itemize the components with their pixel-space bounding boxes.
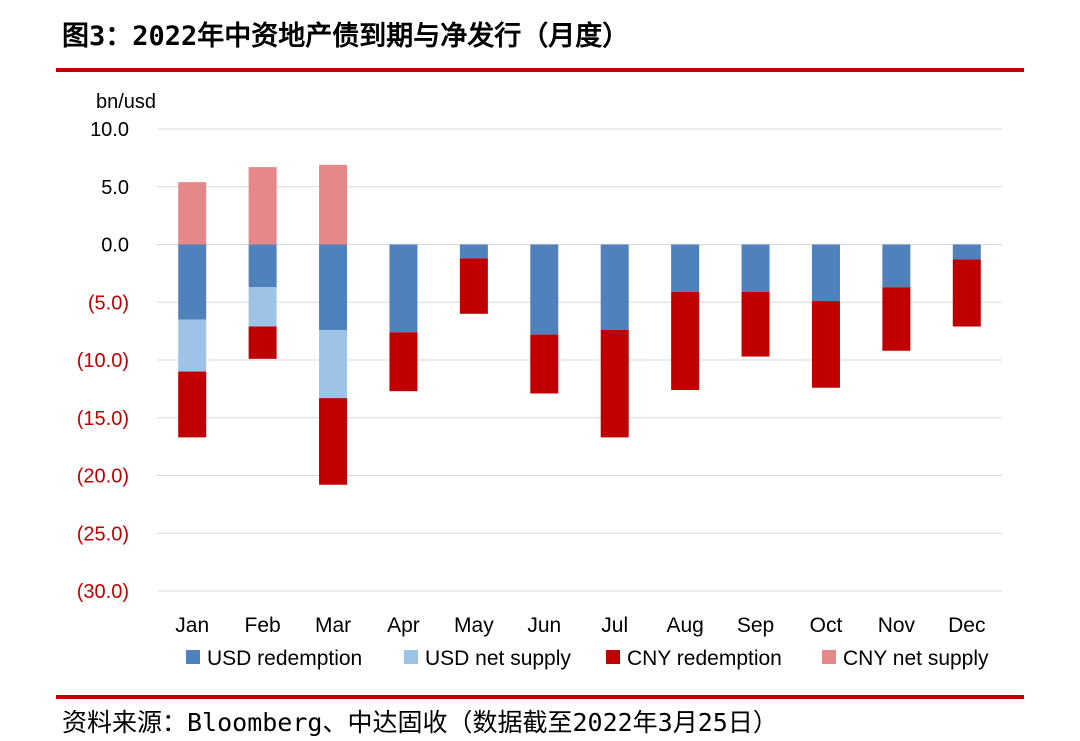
bar-segment	[811, 244, 840, 302]
bar-segment	[248, 287, 277, 327]
legend: USD redemption USD net supply CNY redempti…	[186, 647, 989, 670]
bar-segment	[882, 287, 911, 351]
bar-segment	[178, 244, 207, 320]
y-unit-label: bn/usd	[96, 91, 156, 113]
bar-segment	[882, 244, 911, 288]
bar-segment	[459, 244, 488, 259]
bar-segment	[741, 291, 770, 357]
x-tick-label: Jun	[527, 614, 561, 637]
top-rule	[56, 68, 1024, 72]
x-tick-label: Dec	[948, 614, 985, 637]
y-tick-label: (10.0)	[77, 350, 129, 372]
bar-segment	[811, 301, 840, 388]
x-tick-label: Jan	[175, 614, 209, 637]
legend-swatch	[186, 650, 200, 664]
x-tick-label: Jul	[601, 614, 628, 637]
bar-segment	[600, 329, 629, 438]
x-tick-label: Oct	[810, 614, 843, 637]
x-tick-label: Nov	[878, 614, 916, 637]
legend-label: USD net supply	[425, 647, 571, 670]
bar-segment	[389, 332, 418, 392]
x-tick-label: Sep	[737, 614, 774, 637]
bar-segment	[600, 244, 629, 330]
bar-segment	[248, 167, 277, 245]
legend-swatch	[606, 650, 620, 664]
source-note: 资料来源：Bloomberg、中达固收（数据截至2022年3月25日）	[62, 708, 778, 737]
bar-segment	[671, 291, 700, 391]
bar-segment	[248, 326, 277, 359]
bars	[178, 164, 981, 485]
y-tick-label: (5.0)	[88, 292, 129, 314]
bar-segment	[459, 258, 488, 314]
bottom-rule	[56, 695, 1024, 699]
x-tick-label: Feb	[245, 614, 281, 637]
y-tick-labels: 10.0 5.0 0.0 (5.0) (10.0) (15.0) (20.0) (25.0) (…	[77, 119, 129, 603]
grid-layer	[157, 128, 1002, 592]
bar-segment	[178, 182, 207, 245]
bar-segment	[178, 371, 207, 438]
legend-label: USD redemption	[207, 647, 362, 670]
y-tick-label: (25.0)	[77, 523, 129, 545]
legend-label: CNY net supply	[843, 647, 989, 670]
y-tick-label: (20.0)	[77, 466, 129, 488]
legend-label: CNY redemption	[627, 647, 782, 670]
bar-segment	[530, 334, 559, 394]
y-tick-label: (30.0)	[77, 581, 129, 603]
bar-segment	[248, 244, 277, 288]
bar-segment	[178, 319, 207, 372]
x-tick-label: Apr	[387, 614, 420, 637]
legend-swatch	[404, 650, 418, 664]
bar-segment	[319, 329, 348, 399]
x-tick-label: Aug	[666, 614, 703, 637]
bar-segment	[952, 244, 981, 260]
bar-segment	[389, 244, 418, 333]
bar-segment	[319, 244, 348, 330]
y-tick-label: 0.0	[101, 235, 129, 257]
bar-segment	[319, 398, 348, 485]
y-tick-label: 5.0	[101, 177, 129, 199]
bar-segment	[952, 259, 981, 327]
y-tick-label: 10.0	[90, 119, 129, 141]
bar-segment	[530, 244, 559, 335]
figure-title: 图3：2022年中资地产债到期与净发行（月度）	[62, 21, 630, 52]
y-tick-label: (15.0)	[77, 408, 129, 430]
x-tick-label: May	[454, 614, 494, 637]
bar-segment	[319, 164, 348, 245]
legend-swatch	[822, 650, 836, 664]
bar-segment	[741, 244, 770, 292]
x-tick-labels: Jan Feb Mar Apr May Jun Jul Aug Sep Oct Nov Dec	[175, 614, 985, 637]
bar-segment	[671, 244, 700, 292]
x-tick-label: Mar	[315, 614, 351, 637]
